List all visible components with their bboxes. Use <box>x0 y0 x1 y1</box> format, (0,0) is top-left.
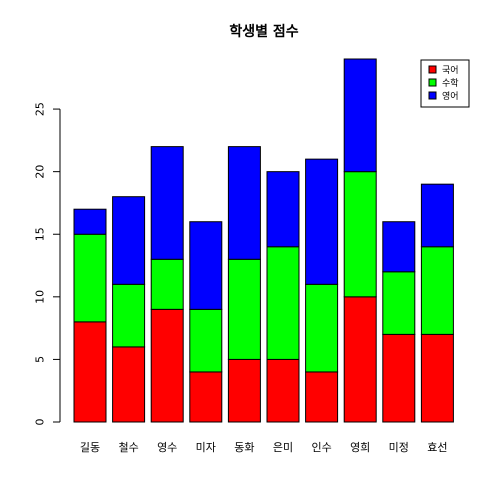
bar-segment <box>227 358 261 423</box>
bar-segment <box>150 308 184 423</box>
bar-stack <box>189 221 223 423</box>
bar-segment <box>420 246 454 335</box>
bar-stack <box>227 146 261 423</box>
legend-swatch <box>428 91 437 100</box>
bar-segment <box>73 321 107 423</box>
chart-title: 학생별 점수 <box>229 23 298 40</box>
bar-stack <box>343 58 377 423</box>
x-tick-label: 영희 <box>350 441 370 454</box>
bars <box>73 58 454 423</box>
bar-segment <box>150 146 184 260</box>
bar-segment <box>227 146 261 260</box>
legend-swatch <box>428 65 437 74</box>
x-tick-label: 효선 <box>427 441 447 454</box>
bar-segment <box>189 221 223 310</box>
y-axis: 0 5 10 15 20 25 <box>34 102 61 426</box>
bar-segment <box>227 258 261 360</box>
bar-segment <box>73 208 107 235</box>
bar-segment <box>189 371 223 423</box>
bar-segment <box>266 246 300 360</box>
bar-segment <box>150 258 184 310</box>
legend-swatch <box>428 78 437 87</box>
bar-segment <box>420 183 454 248</box>
bar-segment <box>343 296 377 423</box>
bar-segment <box>112 283 146 348</box>
bar-segment <box>343 58 377 173</box>
x-tick-label: 동화 <box>234 441 254 454</box>
y-tick-label: 10 <box>34 290 47 304</box>
legend-label: 수학 <box>442 78 459 89</box>
bar-segment <box>382 333 416 423</box>
x-tick-label: 미정 <box>389 441 409 454</box>
bar-stack <box>420 183 454 423</box>
bar-stack <box>305 158 339 423</box>
y-tick-label: 5 <box>34 356 47 363</box>
bar-segment <box>343 171 377 298</box>
bar-segment <box>266 171 300 248</box>
bar-stack <box>382 221 416 423</box>
bar-segment <box>266 358 300 423</box>
bar-stack <box>150 146 184 423</box>
bar-stack <box>112 196 146 423</box>
bar-segment <box>112 346 146 423</box>
bar-segment <box>305 371 339 423</box>
bar-segment <box>382 221 416 273</box>
bar-segment <box>305 283 339 373</box>
bar-stack <box>266 171 300 423</box>
bar-stack <box>73 208 107 423</box>
y-tick-label: 20 <box>34 165 47 179</box>
bar-segment <box>189 308 223 373</box>
y-tick-label: 0 <box>34 419 47 426</box>
x-tick-label: 인수 <box>311 441 331 454</box>
bar-segment <box>420 333 454 423</box>
x-tick-label: 영수 <box>157 441 177 454</box>
bar-segment <box>382 271 416 335</box>
x-tick-label: 길동 <box>80 441 100 454</box>
legend-label: 국어 <box>442 65 459 76</box>
x-tick-label: 미자 <box>196 441 216 454</box>
x-tick-label: 철수 <box>118 441 138 454</box>
x-axis-labels: 길동 철수 영수 미자 동화 은미 인수 영희 미정 효선 <box>80 441 448 454</box>
bar-segment <box>73 233 107 323</box>
x-tick-label: 은미 <box>273 441 293 454</box>
bar-segment <box>112 196 146 285</box>
legend-label: 영어 <box>442 91 459 102</box>
y-tick-label: 15 <box>34 227 47 241</box>
bar-segment <box>305 158 339 285</box>
y-tick-label: 25 <box>34 102 47 116</box>
